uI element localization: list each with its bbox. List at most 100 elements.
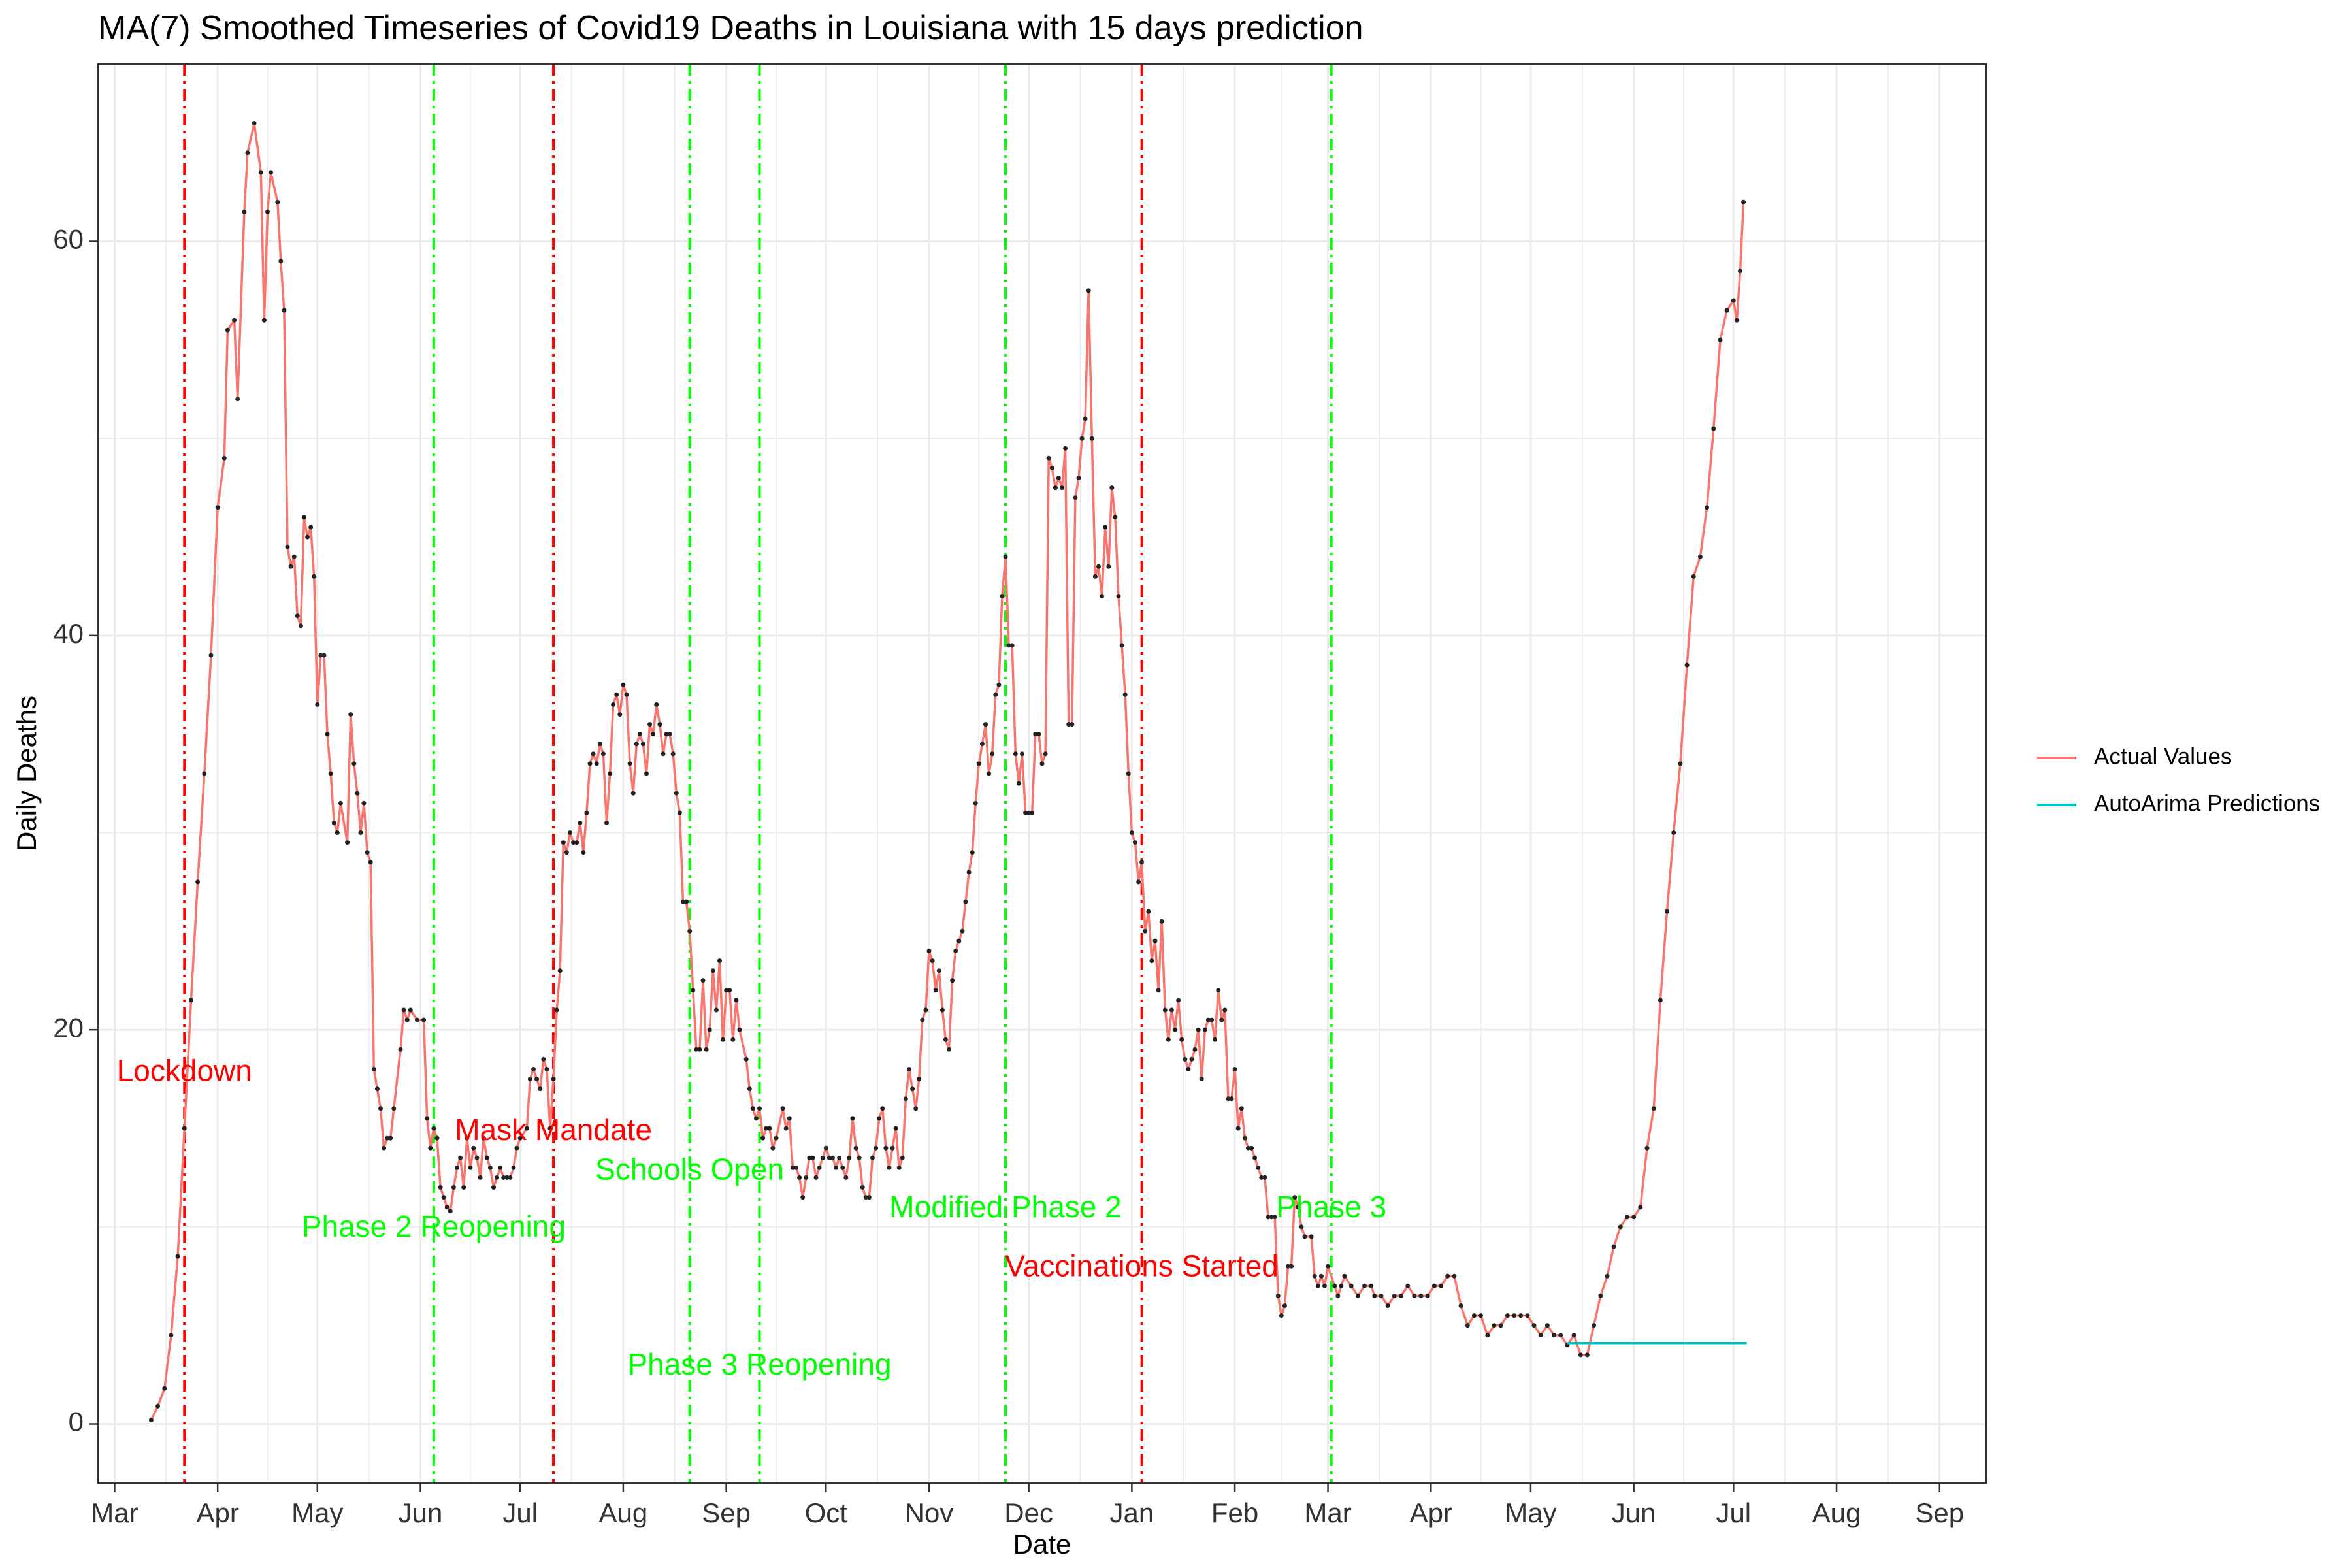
data-point xyxy=(956,938,962,943)
y-tick-label: 60 xyxy=(53,224,84,255)
plot-border xyxy=(97,63,1987,1484)
data-point xyxy=(202,771,207,776)
data-point xyxy=(175,1254,180,1259)
data-point xyxy=(797,1175,802,1180)
data-point xyxy=(1070,722,1075,727)
data-point xyxy=(863,1195,868,1200)
data-point xyxy=(1162,1007,1168,1013)
data-point xyxy=(561,840,566,845)
data-point xyxy=(611,702,616,707)
data-point xyxy=(1176,998,1181,1003)
data-point xyxy=(960,928,965,934)
data-point xyxy=(295,613,300,619)
data-point xyxy=(1458,1303,1463,1308)
annotation-label: Mask Mandate xyxy=(455,1113,652,1147)
data-point xyxy=(1296,1205,1301,1210)
data-point xyxy=(1259,1175,1264,1180)
data-point xyxy=(282,308,287,313)
data-point xyxy=(621,682,626,687)
data-point xyxy=(1684,662,1690,668)
data-point xyxy=(1209,1017,1214,1022)
data-point xyxy=(498,1165,503,1170)
data-point xyxy=(444,1205,449,1210)
legend-label: Actual Values xyxy=(2094,743,2232,769)
data-point xyxy=(431,1126,436,1131)
data-point xyxy=(547,1126,553,1131)
data-point xyxy=(750,1106,755,1111)
data-point xyxy=(987,771,992,776)
data-point xyxy=(1631,1215,1637,1220)
legend-label: AutoArima Predictions xyxy=(2094,791,2320,816)
data-point xyxy=(385,1135,390,1141)
x-tick-label: Jun xyxy=(1612,1497,1656,1528)
data-point xyxy=(634,742,639,747)
data-point xyxy=(1046,455,1051,461)
data-point xyxy=(1073,495,1078,500)
data-point xyxy=(155,1403,161,1409)
data-point xyxy=(804,1175,809,1180)
data-point xyxy=(291,554,297,559)
data-point xyxy=(767,1126,772,1131)
x-tick-label: Dec xyxy=(1004,1497,1053,1528)
data-point xyxy=(1671,830,1676,835)
data-point xyxy=(1691,574,1696,579)
data-point xyxy=(966,870,972,875)
series-layer xyxy=(148,121,1747,1422)
data-point xyxy=(604,820,609,825)
data-point xyxy=(484,1155,489,1160)
data-point xyxy=(531,1067,536,1071)
data-point xyxy=(850,1116,855,1121)
data-point xyxy=(148,1418,154,1422)
data-point xyxy=(691,988,696,993)
data-point xyxy=(1318,1273,1324,1279)
data-point xyxy=(232,318,237,323)
data-point xyxy=(820,1155,825,1160)
data-point xyxy=(1076,476,1081,480)
data-point xyxy=(1651,1106,1656,1111)
data-point xyxy=(1405,1283,1411,1288)
data-point xyxy=(1431,1283,1437,1288)
data-point xyxy=(315,702,320,707)
data-point xyxy=(1505,1313,1510,1318)
data-point xyxy=(1362,1283,1367,1288)
data-point xyxy=(391,1106,397,1111)
data-point xyxy=(434,1135,440,1141)
data-point xyxy=(826,1155,832,1160)
data-point xyxy=(1063,446,1068,451)
data-point xyxy=(1226,1096,1231,1102)
data-point xyxy=(843,1175,849,1180)
data-point xyxy=(993,692,998,697)
data-point xyxy=(1711,426,1716,431)
data-point xyxy=(813,1175,819,1180)
data-point xyxy=(517,1135,523,1141)
data-point xyxy=(421,1017,427,1022)
data-point xyxy=(534,1077,540,1082)
data-point xyxy=(1292,1195,1298,1200)
data-point xyxy=(1020,751,1024,757)
data-point xyxy=(787,1116,792,1121)
data-point xyxy=(857,1155,862,1160)
data-point xyxy=(837,1155,842,1160)
data-point xyxy=(312,574,317,579)
data-point xyxy=(568,830,572,835)
data-point xyxy=(950,978,955,983)
data-point xyxy=(1355,1293,1360,1298)
data-point xyxy=(1379,1293,1384,1298)
data-point xyxy=(674,791,679,796)
data-point xyxy=(1272,1215,1277,1220)
data-point xyxy=(1731,298,1736,303)
x-tick-label: Jul xyxy=(1716,1497,1751,1528)
data-point xyxy=(614,692,619,697)
data-point xyxy=(1189,1056,1194,1062)
data-point xyxy=(305,534,310,540)
data-point xyxy=(1584,1352,1590,1358)
x-tick-label: Mar xyxy=(91,1497,138,1528)
data-point xyxy=(455,1165,459,1170)
data-point xyxy=(1003,554,1008,559)
data-point xyxy=(584,810,589,815)
data-point xyxy=(1049,465,1054,470)
data-point xyxy=(1738,269,1742,274)
data-point xyxy=(760,1135,766,1141)
data-point xyxy=(926,949,932,953)
